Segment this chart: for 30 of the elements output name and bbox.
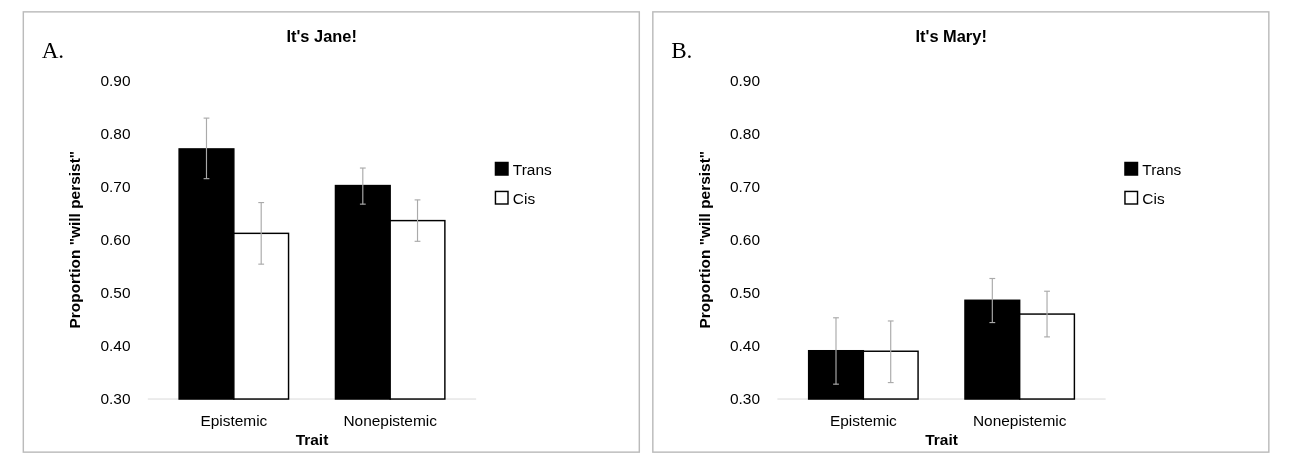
x-axis-title: Trait xyxy=(295,431,329,449)
y-tick-label: 0.50 xyxy=(729,284,760,302)
y-tick-label: 0.60 xyxy=(729,231,760,249)
x-tick-label: Nonepistemic xyxy=(343,412,438,430)
y-tick-label: 0.70 xyxy=(100,178,131,196)
y-tick-label: 0.70 xyxy=(729,178,760,196)
y-axis-title: Proportion "will persist" xyxy=(66,150,84,329)
legend-label: Trans xyxy=(1142,160,1182,178)
y-tick-label: 0.90 xyxy=(729,71,760,89)
y-axis-title: Proportion "will persist" xyxy=(695,150,713,329)
chart-title: It's Mary! xyxy=(915,26,987,45)
y-tick-label: 0.40 xyxy=(100,337,131,355)
y-tick-label: 0.50 xyxy=(100,284,131,302)
y-tick-label: 0.30 xyxy=(729,390,760,408)
chart-title: It's Jane! xyxy=(286,26,357,45)
y-tick-label: 0.60 xyxy=(100,231,131,249)
x-tick-label: Epistemic xyxy=(829,412,898,430)
legend-label: Cis xyxy=(512,189,536,207)
y-tick-label: 0.90 xyxy=(100,71,131,89)
x-tick-label: Epistemic xyxy=(200,412,268,430)
x-tick-label: Nonepistemic xyxy=(972,412,1067,430)
legend-label: Trans xyxy=(512,160,552,178)
legend-label: Cis xyxy=(1142,189,1165,207)
y-tick-label: 0.40 xyxy=(729,337,760,355)
y-tick-label: 0.80 xyxy=(729,124,760,142)
text: B. xyxy=(671,37,693,64)
y-tick-label: 0.80 xyxy=(100,124,131,142)
x-axis-title: Trait xyxy=(925,431,958,449)
y-tick-label: 0.30 xyxy=(100,390,131,408)
text: A. xyxy=(41,37,65,64)
